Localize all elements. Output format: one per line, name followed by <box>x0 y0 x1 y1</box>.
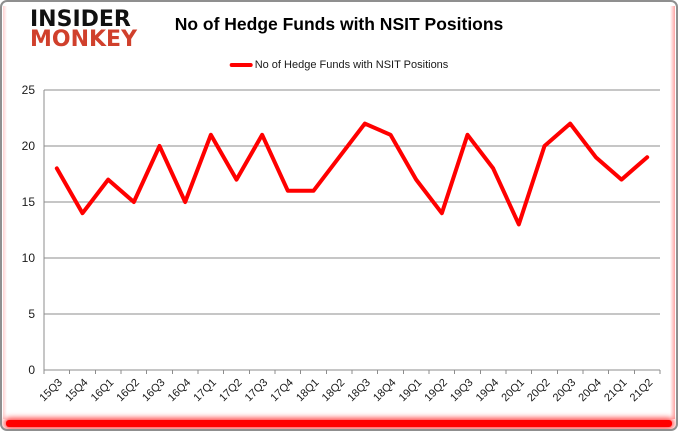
x-axis-tick-label: 15Q3 <box>37 377 65 405</box>
x-axis-tick-label: 20Q1 <box>499 377 527 405</box>
x-axis-tick-label: 19Q1 <box>397 377 425 405</box>
series-line <box>54 121 650 227</box>
legend-line-swatch <box>229 63 253 67</box>
y-axis-tick-label: 10 <box>22 251 36 265</box>
insider-monkey-logo: INSIDER MONKEY <box>30 7 138 53</box>
x-axis-tick-label: 19Q4 <box>474 377 502 405</box>
x-axis-tick-label: 16Q2 <box>114 377 142 405</box>
y-axis-tick-label: 25 <box>22 83 36 97</box>
legend-label: No of Hedge Funds with NSIT Positions <box>254 59 449 71</box>
y-axis-tick-label: 20 <box>22 139 36 153</box>
x-axis-tick-label: 18Q2 <box>320 377 348 405</box>
x-axis-tick-label: 16Q1 <box>89 377 117 405</box>
logo-line2: MONKEY <box>30 27 138 53</box>
x-axis-tick-label: 16Q4 <box>166 377 194 405</box>
y-axis-tick-label: 0 <box>28 363 35 377</box>
x-axis-tick-label: 19Q2 <box>422 377 450 405</box>
x-axis-tick-label: 17Q3 <box>243 377 271 405</box>
left-glow-decoration <box>3 6 7 419</box>
x-axis-tick-label: 20Q4 <box>576 377 604 405</box>
x-axis-tick-label: 18Q1 <box>294 377 322 405</box>
x-axis-tick-label: 18Q4 <box>371 377 399 405</box>
x-axis-tick-label: 20Q2 <box>525 377 553 405</box>
y-axis-tick-label: 15 <box>22 195 36 209</box>
x-axis-tick-label: 17Q2 <box>217 377 245 405</box>
y-axis-tick-label: 5 <box>28 307 35 321</box>
x-axis-tick-label: 20Q3 <box>551 377 579 405</box>
x-axis-tick-label: 19Q3 <box>448 377 476 405</box>
x-axis-tick-label: 18Q3 <box>345 377 373 405</box>
right-glow-decoration <box>670 6 675 419</box>
chart-title: No of Hedge Funds with NSIT Positions <box>174 14 504 34</box>
x-axis-tick-label: 17Q1 <box>191 377 219 405</box>
legend: No of Hedge Funds with NSIT Positions <box>229 59 449 71</box>
x-axis-tick-label: 21Q2 <box>628 377 656 405</box>
x-axis-tick-label: 16Q3 <box>140 377 168 405</box>
bottom-glow-bar <box>6 420 672 427</box>
x-axis-tick-label: 17Q4 <box>268 377 296 405</box>
x-axis-tick-label: 15Q4 <box>63 377 91 405</box>
x-axis-tick-label: 21Q1 <box>602 377 630 405</box>
logo-line1: INSIDER <box>30 7 131 32</box>
